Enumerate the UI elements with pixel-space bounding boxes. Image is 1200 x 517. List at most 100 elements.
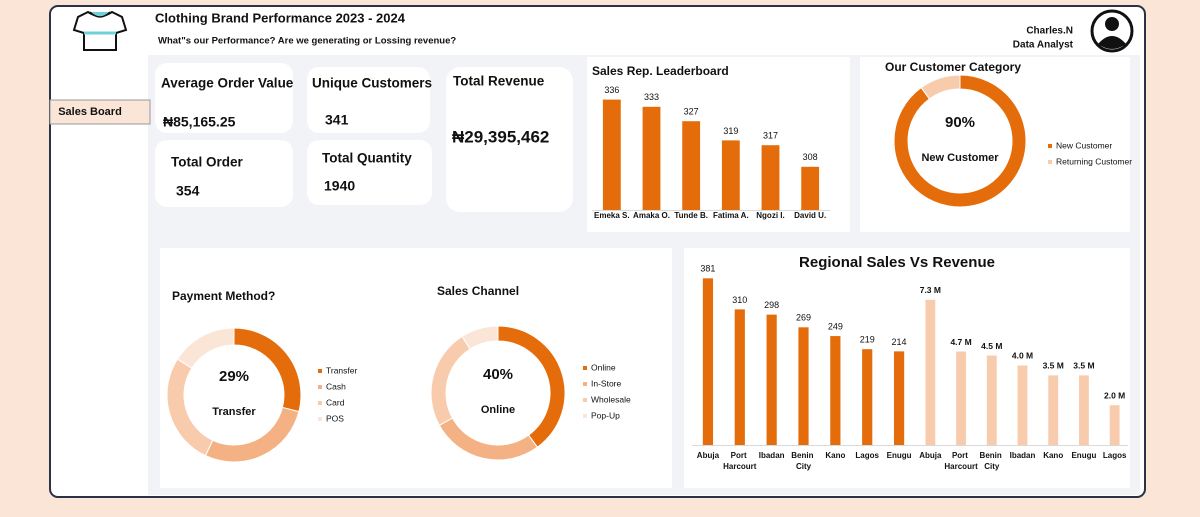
bar <box>702 278 714 445</box>
header-subtitle: What"s our Performance? Are we generatin… <box>158 36 456 47</box>
legend-label: Online <box>591 362 616 372</box>
legend-swatch <box>318 385 322 389</box>
data-label: 333 <box>644 92 659 102</box>
data-label: 327 <box>684 107 699 117</box>
donut-center-caption: Transfer <box>212 406 256 418</box>
kpi-value: ₦29,395,462 <box>452 127 549 146</box>
legend-swatch <box>1048 144 1052 148</box>
bar <box>925 299 936 445</box>
bar <box>766 314 777 445</box>
x-tick-label: Port Harcourt <box>944 451 978 471</box>
data-label: 381 <box>700 264 715 274</box>
brand-icon <box>72 10 128 51</box>
bar <box>1109 405 1120 445</box>
x-tick-label: Abuja <box>919 451 942 460</box>
data-label: 317 <box>763 131 778 141</box>
chart-title: Regional Sales Vs Revenue <box>799 254 995 271</box>
legend-label: Wholesale <box>591 394 631 404</box>
legend-label: In-Store <box>591 378 622 388</box>
legend-swatch <box>583 398 587 402</box>
x-tick-label: Amaka O. <box>633 211 670 220</box>
chart-title: Payment Method? <box>172 289 275 303</box>
data-label: 3.5 M <box>1043 361 1064 371</box>
x-tick-label: Ngozi I. <box>756 211 784 220</box>
x-tick-label: Benin City <box>980 451 1004 471</box>
kpi-card <box>307 67 430 133</box>
legend-label: Transfer <box>326 365 358 375</box>
data-label: 2.0 M <box>1104 390 1125 400</box>
legend-label: Cash <box>326 381 346 391</box>
data-label: 3.5 M <box>1073 361 1094 371</box>
data-label: 319 <box>723 126 738 136</box>
donut-slice <box>176 327 235 369</box>
data-label: 4.0 M <box>1012 351 1033 361</box>
x-tick-label: Enugu <box>887 451 912 460</box>
x-tick-label: Port Harcourt <box>723 451 757 471</box>
bar <box>893 351 905 445</box>
bar <box>1079 375 1089 445</box>
kpi-value: 1940 <box>324 178 355 194</box>
kpi-value: 354 <box>176 183 200 199</box>
header-title: Clothing Brand Performance 2023 - 2024 <box>155 10 406 25</box>
nav-button[interactable] <box>49 99 151 125</box>
legend-label: POS <box>326 413 344 423</box>
x-tick-label: Abuja <box>697 451 720 460</box>
user-role: Data Analyst <box>1013 40 1074 51</box>
donut-center-caption: New Customer <box>921 152 999 164</box>
bar <box>602 99 621 210</box>
x-tick-label: Lagos <box>1103 451 1127 460</box>
data-label: 4.5 M <box>981 341 1002 351</box>
x-tick-label: Ibadan <box>759 451 785 460</box>
bar <box>1017 365 1028 445</box>
x-tick-label: Kano <box>825 451 845 460</box>
donut-slice <box>461 325 499 350</box>
legend-swatch <box>318 369 322 373</box>
donut-center-value: 90% <box>945 114 975 131</box>
legend-swatch <box>583 414 587 418</box>
x-tick-label: Emeka S. <box>594 211 630 220</box>
donut-center-value: 29% <box>219 368 249 385</box>
bar <box>830 336 841 445</box>
donut-center-caption: Online <box>481 404 515 416</box>
data-label: 4.7 M <box>950 337 971 347</box>
data-label: 308 <box>803 152 818 162</box>
kpi-label: Unique Customers <box>312 76 432 91</box>
data-label: 336 <box>604 85 619 95</box>
bar <box>801 166 820 210</box>
bar <box>798 327 809 445</box>
bar <box>1048 375 1059 445</box>
legend-swatch <box>1048 160 1052 164</box>
bar <box>862 349 873 445</box>
data-label: 298 <box>764 300 779 310</box>
legend-swatch <box>583 366 587 370</box>
bar <box>986 355 997 445</box>
kpi-card <box>446 67 573 212</box>
data-label: 249 <box>828 321 843 331</box>
data-label: 214 <box>892 337 907 347</box>
chart-title: Sales Channel <box>437 284 519 298</box>
kpi-label: Average Order Value <box>161 76 294 91</box>
kpi-label: Total Order <box>171 155 244 170</box>
chart-title: Sales Rep. Leaderboard <box>592 64 729 78</box>
kpi-value: ₦85,165.25 <box>163 114 236 130</box>
legend-label: New Customer <box>1056 140 1112 150</box>
avatar <box>1090 9 1134 53</box>
bar <box>642 106 661 210</box>
legend-swatch <box>318 417 322 421</box>
legend-label: Returning Customer <box>1056 156 1132 166</box>
x-tick-label: Tunde B. <box>674 211 708 220</box>
nav-label[interactable]: Sales Board <box>58 106 122 118</box>
x-tick-label: Lagos <box>855 451 879 460</box>
donut-slice <box>920 74 961 100</box>
data-label: 269 <box>796 313 811 323</box>
data-label: 310 <box>732 295 747 305</box>
x-tick-label: Kano <box>1043 451 1063 460</box>
chart-title: Our Customer Category <box>885 60 1021 74</box>
legend-label: Pop-Up <box>591 410 620 420</box>
kpi-value: 341 <box>325 112 349 128</box>
legend-label: Card <box>326 397 345 407</box>
kpi-label: Total Revenue <box>453 74 545 89</box>
bar <box>761 145 780 210</box>
kpi-card <box>155 140 293 207</box>
